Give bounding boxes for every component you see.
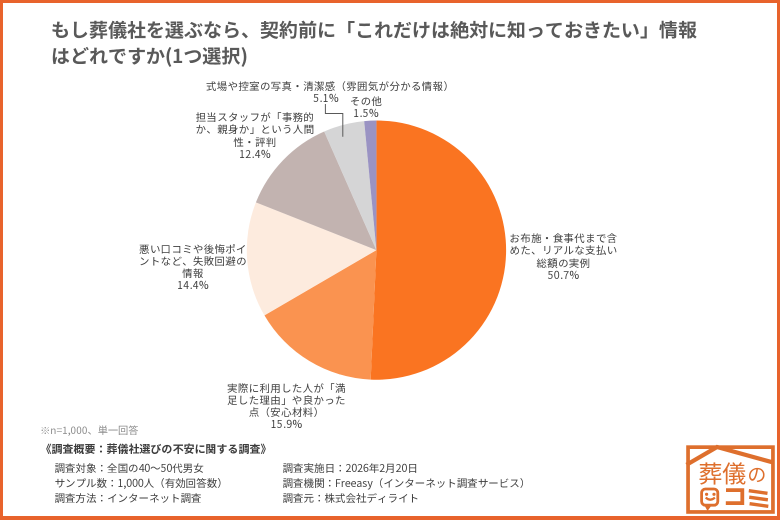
svg-text:葬儀: 葬儀 [699,455,746,490]
svg-text:の: の [748,461,767,488]
